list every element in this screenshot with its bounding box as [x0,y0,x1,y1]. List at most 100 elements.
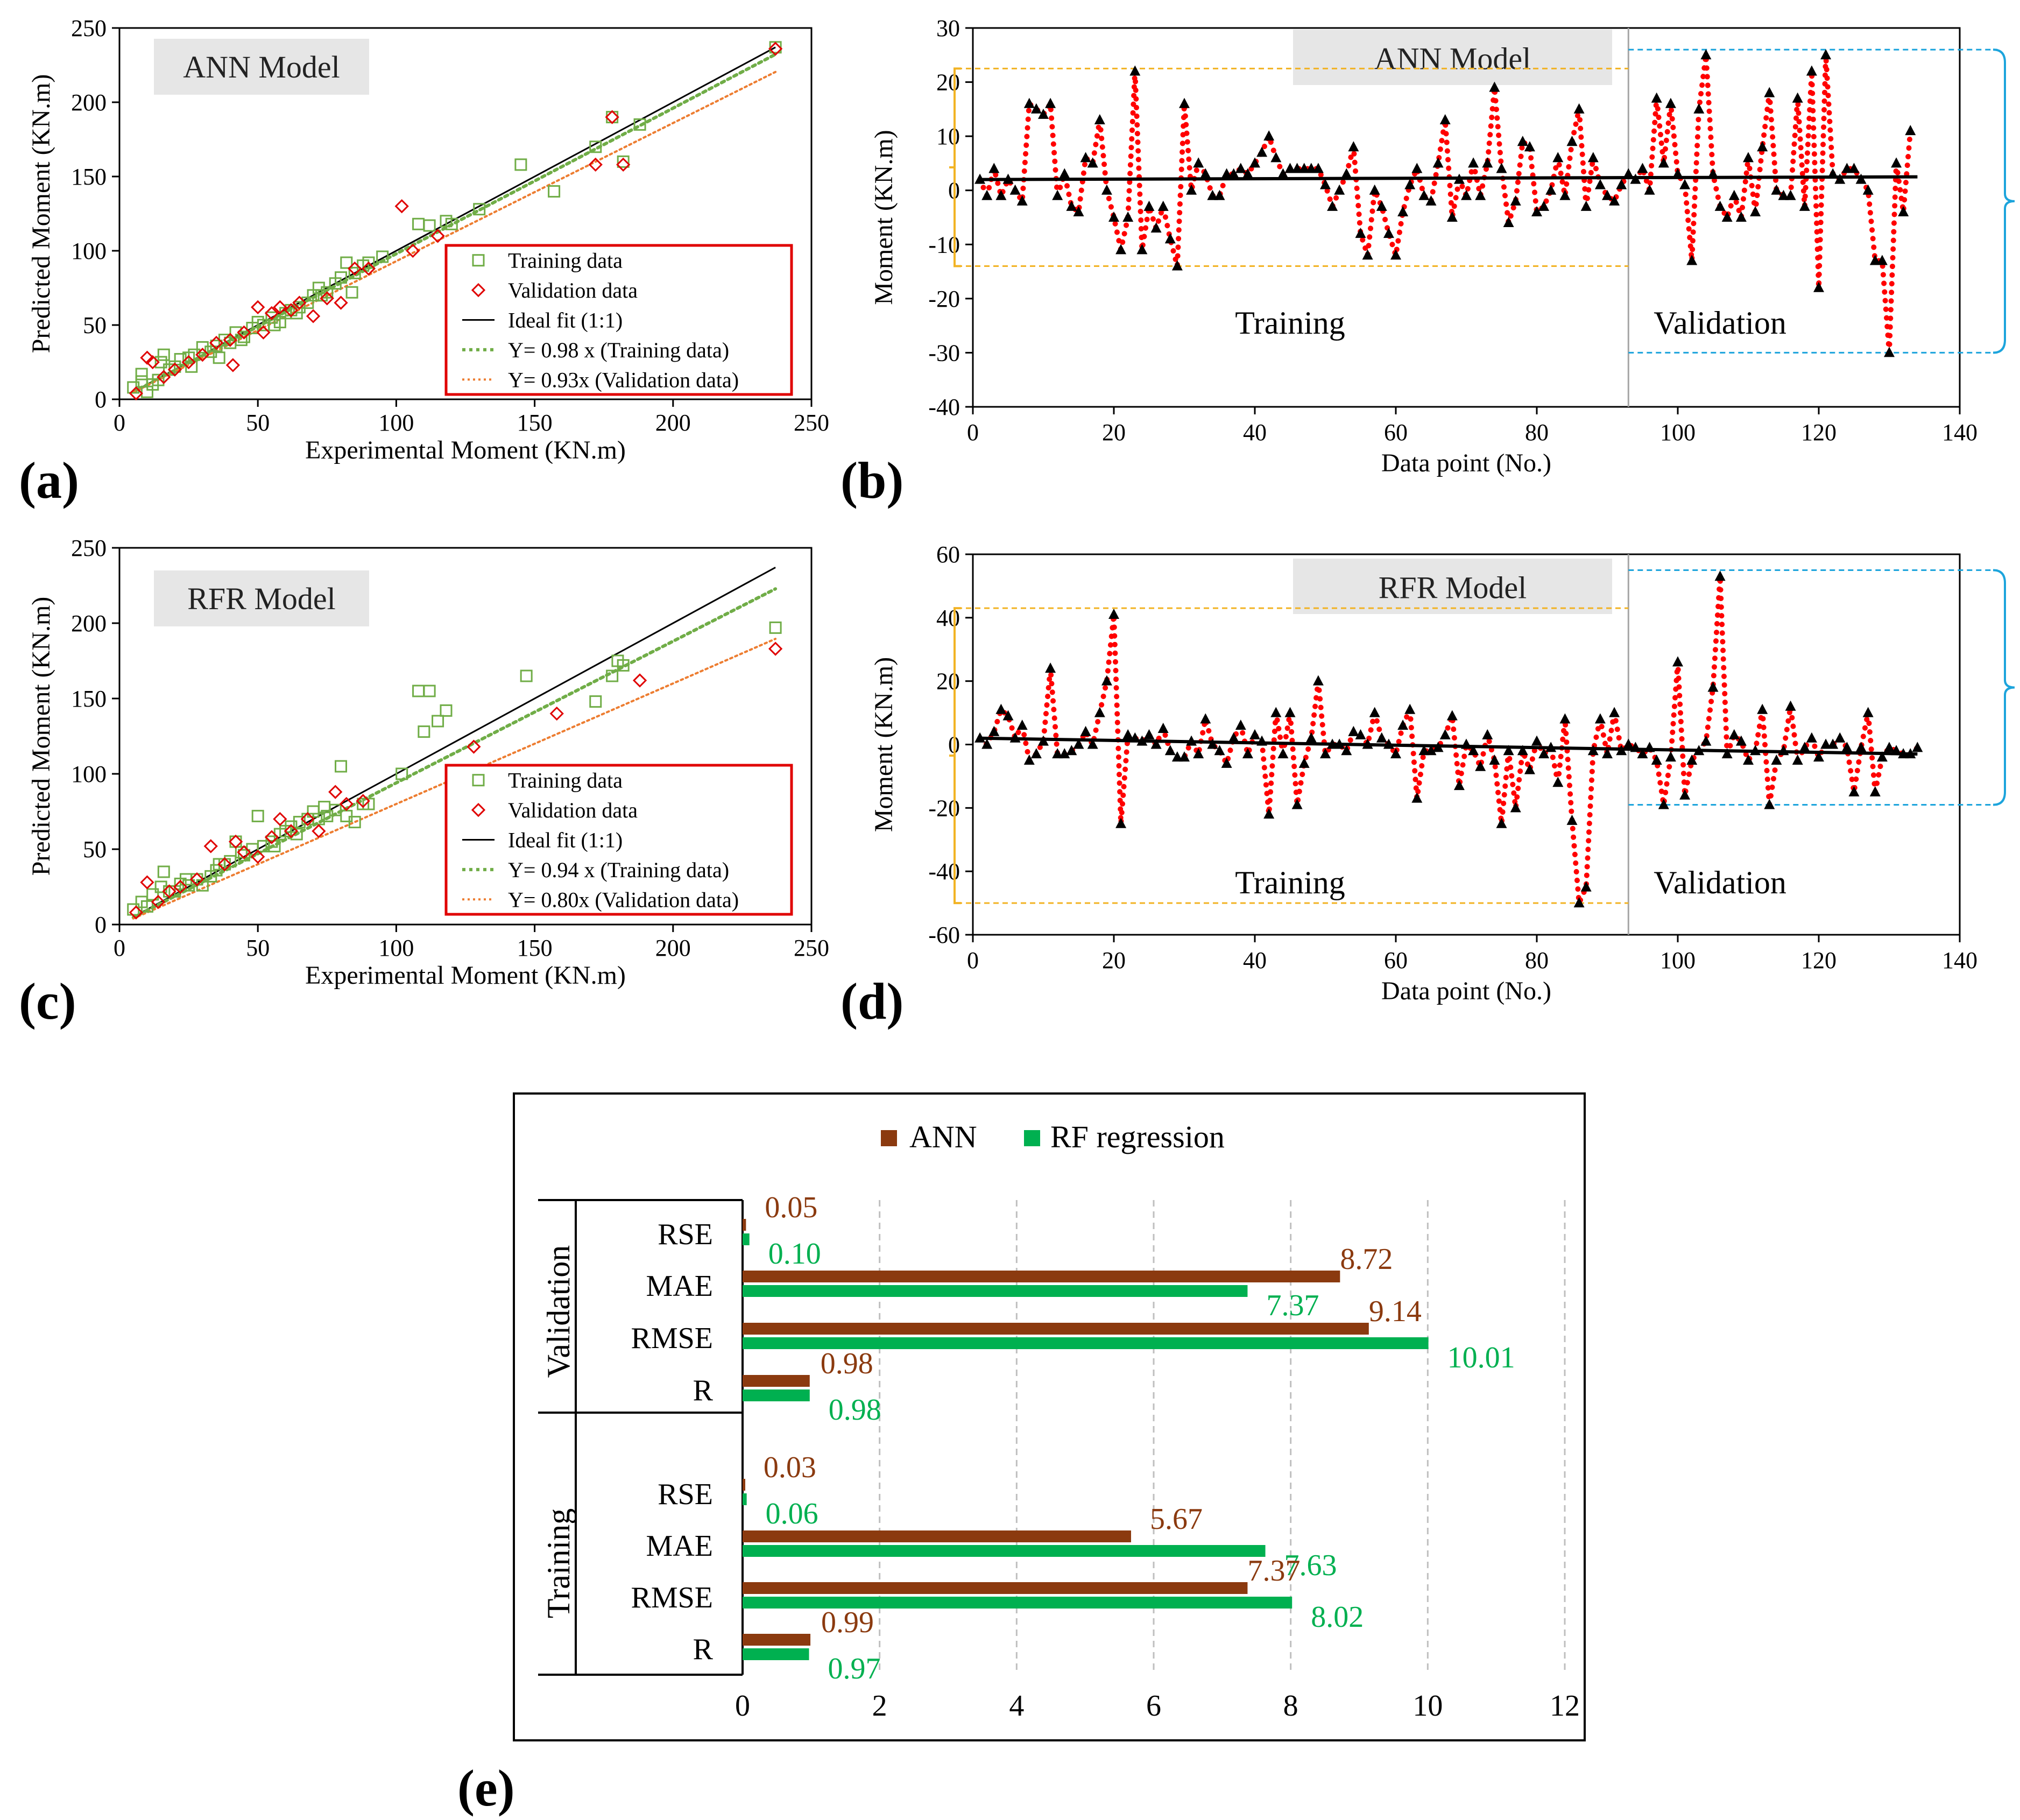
validation-point [356,794,370,808]
validation-point [225,358,241,372]
data-point [1573,103,1585,114]
x-tick-label: 200 [655,410,691,436]
data-point [1179,751,1190,762]
data-point [1876,255,1888,265]
data-point [1305,163,1317,173]
data-point [1686,754,1698,765]
data-point [1616,179,1627,189]
data-point [1580,881,1592,892]
data-point [1030,748,1042,759]
y-tick-label: 200 [71,610,107,637]
bar-rf [743,1493,747,1505]
data-point [1735,735,1747,746]
x-tick-label: 100 [378,410,414,436]
validation-region-label: Validation [1654,865,1786,900]
training-point [154,880,167,893]
data-point [1164,233,1176,244]
data-point [1411,792,1423,803]
data-label-ann: 0.98 [821,1347,873,1380]
data-point [1545,742,1557,752]
bar-ann [743,1582,1248,1594]
bar-rf [743,1233,750,1245]
x-tick-label: 50 [246,935,270,961]
data-label-ann: 8.72 [1340,1243,1393,1276]
training-point [213,351,225,364]
data-point [1552,152,1564,163]
data-point [1587,152,1599,163]
data-point [1799,742,1810,752]
training-point [589,695,602,708]
legend-symbol-validation [471,802,486,817]
data-point [1891,745,1902,756]
ideal-fit-line [133,567,776,918]
data-point [1489,81,1500,92]
validation-point [209,335,224,350]
training-point [235,846,248,859]
data-point [1644,742,1655,752]
validation-point [605,110,619,124]
x-tick-label: 40 [1243,419,1267,446]
legend-label: Training data [508,768,623,793]
data-point [1002,173,1014,184]
panel-label: (c) [19,972,76,1030]
data-point [1602,189,1613,200]
data-point [1030,103,1042,114]
data-point [1263,808,1275,819]
data-point [1298,163,1310,173]
data-point [1404,703,1416,714]
data-point [1496,163,1507,173]
data-point [1799,200,1810,211]
y-axis-label: Predicted Moment (KN.m) [27,74,55,354]
validation-band-bracket [1993,48,2015,354]
data-point [1806,65,1817,76]
x-tick-label: 50 [246,410,270,436]
y-axis-label: Predicted Moment (KN.m) [27,597,55,876]
validation-point [406,243,420,258]
data-point [1249,729,1260,739]
data-point [1052,748,1063,759]
data-label-rf: 8.02 [1311,1600,1364,1634]
training-point [376,250,389,263]
training-point [335,271,348,284]
validation-point [284,303,299,318]
validation-point [273,300,287,315]
data-point [1390,249,1401,260]
data-point [1848,163,1860,173]
data-point [1157,723,1169,733]
data-point [1446,211,1458,222]
data-point [1862,707,1874,717]
data-point [1538,748,1550,759]
training-point [340,256,353,269]
data-point [1771,754,1782,765]
data-point [1602,748,1613,759]
data-point [1566,814,1578,825]
bar-ann [743,1271,1340,1282]
data-point [1108,608,1119,619]
data-point [1757,141,1768,152]
training-point [335,760,348,773]
validation-point [173,879,188,894]
data-point [1834,173,1846,184]
training-point [152,373,165,386]
panel-e: 0 2 4 6 8 10 12 Validation Training ANN RF regress… [457,1092,1586,1817]
data-point [1432,742,1444,752]
data-point [1820,49,1832,60]
training-point [473,203,486,216]
y-tick-label: 250 [71,535,107,561]
data-point [1841,742,1853,752]
data-point [1644,184,1655,195]
data-point [995,189,1007,200]
data-point [1700,735,1712,746]
data-point [1616,745,1627,756]
legend-label: Y= 0.98 x (Training data) [508,338,729,362]
training-point [146,888,159,901]
validation-group-label: Validation [541,1245,576,1378]
training-point [348,266,361,279]
data-point [1475,189,1486,200]
data-point [1214,189,1225,200]
y-tick-label: -60 [928,922,960,948]
x-tick-label: 250 [794,410,829,436]
plot-frame [118,27,813,400]
data-point [1418,745,1430,756]
category-label: RMSE [631,1581,714,1614]
